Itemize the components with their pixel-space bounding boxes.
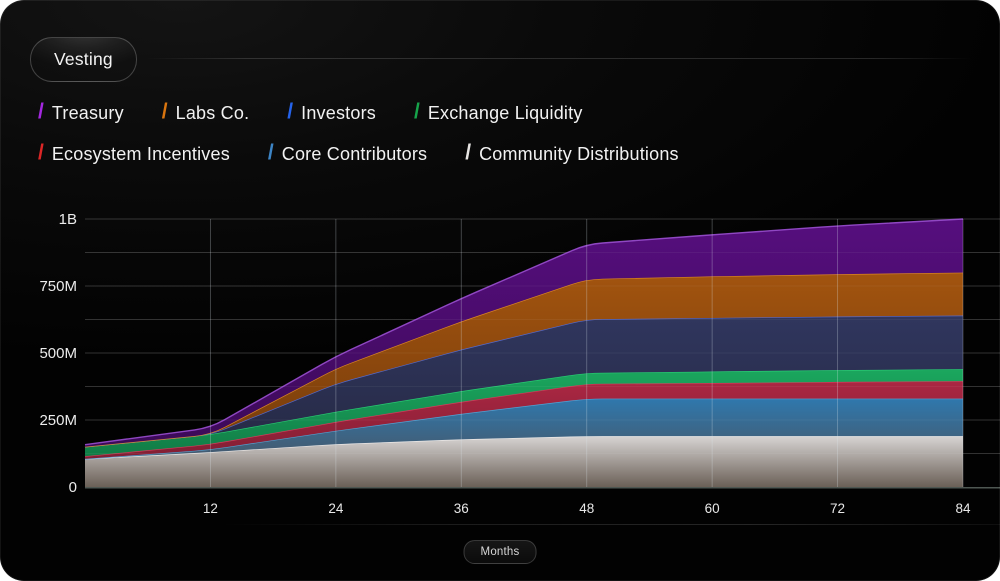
area-series-core-contributors[interactable] bbox=[85, 398, 963, 459]
x-tick-label: 12 bbox=[203, 501, 218, 516]
legend: / Treasury / Labs Co. / Investors / Exchange Li… bbox=[38, 100, 738, 166]
x-tick-label: 48 bbox=[579, 501, 594, 516]
legend-item-exchange-liquidity[interactable]: / Exchange Liquidity bbox=[413, 100, 583, 125]
legend-item-label: Core Contributors bbox=[281, 144, 428, 164]
x-tick-label: 72 bbox=[830, 501, 845, 516]
area-series-ecosystem-incentives[interactable] bbox=[85, 381, 963, 459]
legend-item-core-contributors[interactable]: / Core Contributors bbox=[267, 141, 428, 166]
legend-item-label: Treasury bbox=[51, 103, 124, 123]
area-series-labs-co[interactable] bbox=[85, 272, 963, 447]
y-tick-label: 750M bbox=[39, 278, 77, 295]
area-series-investors[interactable] bbox=[85, 315, 963, 447]
x-tick-label: 24 bbox=[328, 501, 344, 516]
legend-slash-icon: / bbox=[161, 100, 168, 123]
x-tick-label: 36 bbox=[454, 501, 469, 516]
y-tick-label: 1B bbox=[59, 211, 77, 228]
legend-item-label: Investors bbox=[301, 103, 376, 123]
legend-slash-icon: / bbox=[465, 141, 472, 164]
area-series-treasury[interactable] bbox=[85, 219, 963, 447]
y-tick-label: 250M bbox=[39, 412, 77, 429]
months-axis-pill[interactable]: Months bbox=[463, 540, 537, 564]
legend-item-label: Labs Co. bbox=[175, 103, 250, 123]
legend-item-investors[interactable]: / Investors bbox=[287, 100, 376, 125]
legend-item-labs-co[interactable]: / Labs Co. bbox=[161, 100, 250, 125]
x-axis-labels: 12 24 36 48 60 72 84 bbox=[203, 501, 971, 516]
page-title: Vesting bbox=[54, 49, 113, 69]
legend-item-treasury[interactable]: / Treasury bbox=[38, 100, 124, 125]
area-edge bbox=[84, 218, 964, 446]
x-tick-label: 60 bbox=[705, 501, 720, 516]
y-axis-labels: 1B 750M 500M 250M 0 bbox=[39, 211, 77, 496]
y-tick-label: 0 bbox=[69, 479, 77, 496]
legend-item-community-distributions[interactable]: / Community Distributions bbox=[465, 141, 679, 166]
x-tick-label: 84 bbox=[955, 501, 971, 516]
legend-item-ecosystem-incentives[interactable]: / Ecosystem Incentives bbox=[38, 141, 230, 166]
footer-divider bbox=[0, 524, 1000, 525]
legend-item-label: Ecosystem Incentives bbox=[51, 144, 230, 164]
legend-item-label: Exchange Liquidity bbox=[427, 103, 583, 123]
y-tick-label: 500M bbox=[39, 345, 77, 362]
legend-slash-icon: / bbox=[413, 100, 420, 123]
legend-slash-icon: / bbox=[267, 141, 274, 164]
header-divider bbox=[146, 58, 972, 59]
area-series-exchange-liquidity[interactable] bbox=[85, 369, 963, 457]
area-series-community-distributions[interactable] bbox=[85, 436, 963, 487]
legend-slash-icon: / bbox=[38, 141, 44, 164]
vesting-tab[interactable]: Vesting bbox=[30, 37, 137, 82]
legend-item-label: Community Distributions bbox=[479, 144, 679, 164]
legend-slash-icon: / bbox=[287, 100, 294, 123]
legend-slash-icon: / bbox=[38, 100, 44, 123]
x-axis-title: Months bbox=[480, 546, 520, 558]
gridlines-overlay bbox=[85, 218, 1000, 489]
area-bands bbox=[84, 218, 964, 487]
